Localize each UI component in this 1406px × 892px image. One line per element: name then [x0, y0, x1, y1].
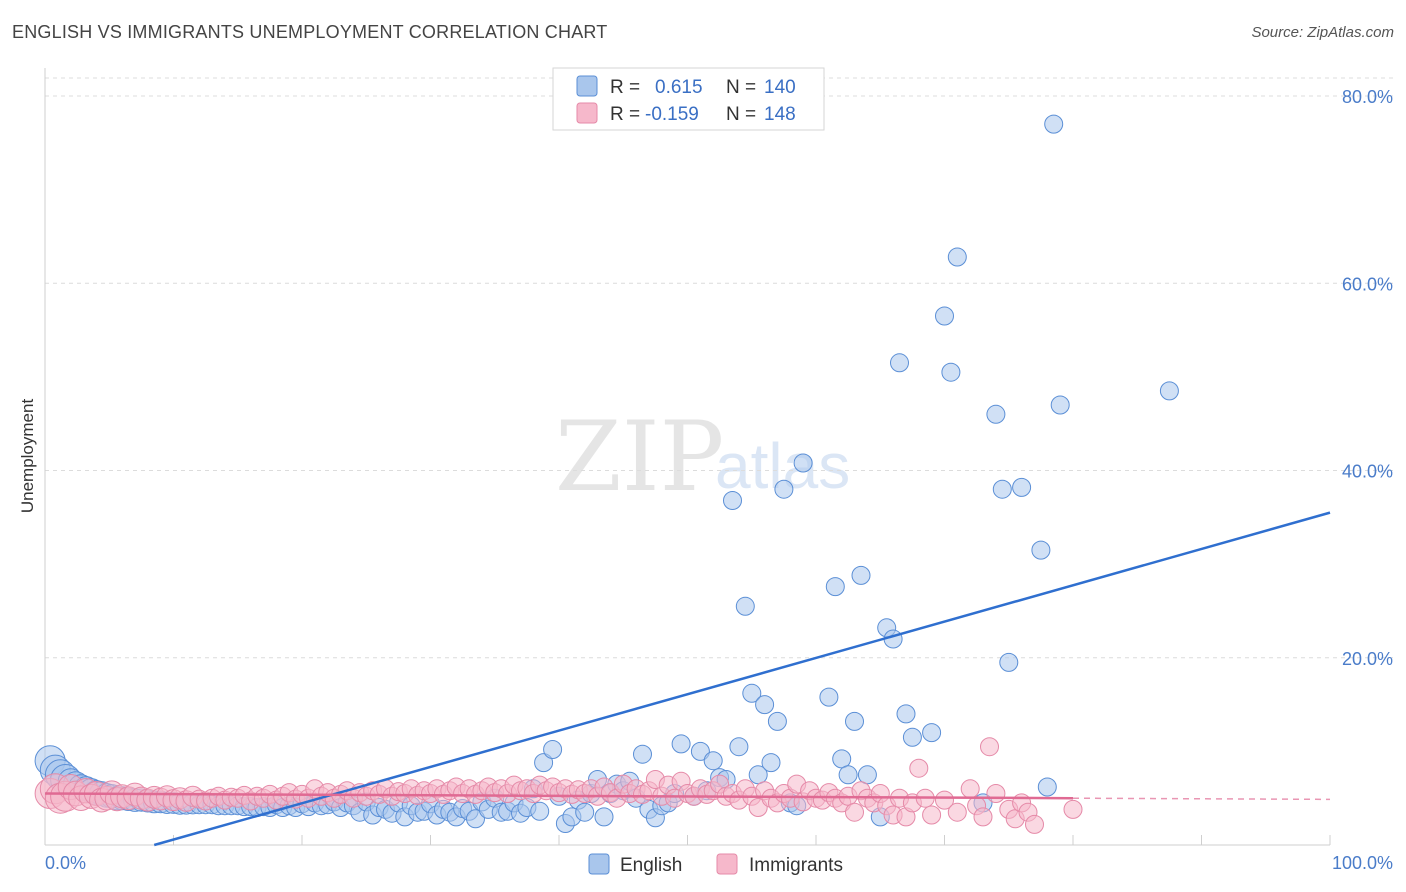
immigrants-point-140 [922, 805, 942, 825]
immigrants-point-153 [1063, 799, 1083, 819]
english-point-121 [825, 577, 845, 597]
x-tick-label-min: 0.0% [45, 853, 86, 873]
trend-line-immigrants [44, 792, 1074, 800]
english-point-132 [902, 727, 922, 747]
english-point-142 [1031, 540, 1051, 560]
immigrants-point-145 [973, 807, 993, 827]
english-point-133 [922, 723, 942, 743]
bottom-legend-label-english: English [620, 855, 682, 876]
stats-legend: R = 0.615 N = 140 R = -0.159 N = 148 [552, 67, 825, 131]
english-point-139 [992, 479, 1012, 499]
x-tick-marks [173, 835, 1331, 845]
trend-lines [44, 511, 1331, 847]
y-tick-label-40: 40.0% [1342, 462, 1393, 482]
bottom-legend-label-immigrants: Immigrants [749, 855, 843, 876]
immigrants-point-128 [845, 802, 864, 822]
english-point-103 [690, 741, 710, 761]
english-point-143 [1037, 777, 1057, 797]
trend-line-immigrants-extension [1072, 797, 1331, 801]
english-point-125 [851, 565, 871, 585]
english-point-122 [832, 749, 852, 769]
english-point-120 [819, 687, 839, 707]
chart-source: Source: ZipAtlas.com [1251, 24, 1394, 41]
english-point-130 [890, 353, 909, 373]
english-point-115 [767, 711, 787, 731]
english-point-136 [947, 247, 967, 267]
english-point-138 [986, 404, 1006, 424]
legend-r-value-english: 0.615 [655, 77, 703, 98]
english-point-131 [896, 704, 916, 724]
stats-legend-box [552, 67, 825, 131]
english-point-145 [1050, 395, 1070, 415]
english-point-119 [793, 453, 813, 473]
english-point-114 [761, 753, 781, 773]
english-point-144 [1044, 114, 1064, 134]
y-tick-label-80: 80.0% [1342, 87, 1393, 107]
x-tick-label-max: 100.0% [1332, 853, 1393, 873]
english-point-105 [703, 751, 723, 771]
watermark-zip: ZIP [555, 401, 724, 513]
english-point-146 [1159, 381, 1179, 401]
english-point-113 [755, 695, 775, 715]
y-tick-label-20: 20.0% [1342, 649, 1393, 669]
english-point-101 [671, 734, 691, 754]
english-point-110 [735, 596, 755, 616]
english-point-124 [845, 711, 864, 731]
immigrants-point-152 [980, 737, 999, 757]
immigrants-point-142 [947, 802, 967, 822]
legend-n-value-english: 140 [764, 77, 796, 98]
immigrants-point-138 [909, 758, 929, 778]
english-point-126 [857, 765, 877, 785]
grid-lines [45, 77, 1395, 659]
bottom-legend-swatch-immigrants [716, 853, 738, 875]
english-point-141 [1012, 477, 1032, 497]
legend-n-value-immigrants: 148 [764, 104, 796, 125]
bottom-legend-swatch-english [588, 853, 610, 875]
y-axis-label: Unemployment [18, 399, 37, 514]
english-point-134 [935, 306, 954, 326]
immigrants-point-146 [986, 784, 1006, 803]
legend-n-label-immigrants: N = [726, 104, 756, 125]
chart-title: ENGLISH VS IMMIGRANTS UNEMPLOYMENT CORRE… [12, 22, 608, 42]
english-point-111 [742, 683, 762, 703]
immigrants-point-141 [935, 790, 954, 810]
trend-line-english [153, 511, 1331, 847]
english-point-81 [543, 740, 563, 759]
y-tick-label-60: 60.0% [1342, 274, 1393, 294]
english-point-95 [633, 744, 652, 764]
legend-swatch-immigrants [576, 102, 598, 124]
series-legend: English Immigrants [588, 853, 843, 876]
immigrants-point-143 [960, 779, 980, 799]
legend-n-label-english: N = [726, 77, 756, 98]
y-tick-labels: 20.0% 40.0% 60.0% 80.0% [1342, 87, 1393, 669]
english-point-86 [575, 802, 595, 822]
legend-r-value-immigrants: -0.159 [645, 104, 699, 125]
english-point-69 [466, 809, 485, 829]
english-point-135 [941, 362, 961, 382]
english-point-108 [723, 491, 742, 510]
english-point-123 [838, 765, 858, 785]
watermark: ZIP atlas [555, 401, 850, 513]
legend-r-label-english: R = [610, 77, 640, 98]
english-point-140 [999, 652, 1019, 672]
legend-swatch-english [576, 75, 598, 97]
legend-r-label-immigrants: R = [610, 104, 640, 125]
immigrants-point-113 [748, 798, 768, 817]
english-point-116 [774, 479, 794, 499]
english-point-109 [729, 737, 749, 757]
english-point-89 [594, 807, 614, 827]
english-point-79 [530, 801, 550, 821]
english-point-80 [534, 753, 554, 773]
immigrants-point-151 [1025, 814, 1044, 834]
